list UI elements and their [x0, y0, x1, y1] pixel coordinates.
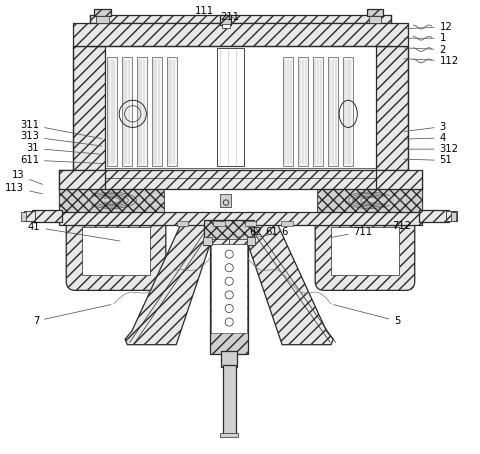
Bar: [220, 433, 238, 438]
Text: 51: 51: [403, 155, 452, 165]
Bar: [204, 220, 253, 245]
Text: 112: 112: [403, 56, 458, 66]
Bar: [283, 57, 293, 166]
Bar: [203, 237, 211, 245]
Text: 62: 62: [238, 227, 262, 237]
Bar: [228, 239, 253, 244]
Bar: [317, 187, 420, 213]
Bar: [177, 221, 188, 226]
Bar: [73, 46, 105, 173]
Text: 3: 3: [403, 122, 445, 132]
Text: 61: 61: [247, 227, 277, 237]
Bar: [73, 222, 159, 281]
Bar: [105, 46, 375, 168]
Bar: [96, 16, 108, 23]
Bar: [328, 57, 337, 166]
Circle shape: [225, 291, 233, 299]
Bar: [107, 57, 117, 166]
Text: 211: 211: [219, 11, 239, 21]
Bar: [32, 210, 61, 222]
Text: 313: 313: [20, 132, 102, 146]
Bar: [163, 187, 317, 213]
Bar: [137, 57, 146, 166]
Text: 6: 6: [256, 227, 287, 237]
Bar: [21, 212, 26, 221]
Bar: [121, 57, 132, 166]
Bar: [211, 243, 247, 333]
Circle shape: [225, 264, 233, 272]
Text: 31: 31: [26, 143, 102, 154]
Bar: [330, 227, 398, 275]
Bar: [209, 243, 248, 354]
FancyBboxPatch shape: [314, 213, 414, 291]
Polygon shape: [248, 222, 333, 345]
Text: 1: 1: [403, 33, 445, 43]
Bar: [444, 211, 456, 221]
Text: 111: 111: [195, 5, 214, 15]
Text: 311: 311: [20, 120, 102, 138]
Circle shape: [225, 277, 233, 286]
Text: 2: 2: [403, 44, 445, 54]
Bar: [73, 218, 159, 225]
Bar: [375, 46, 407, 173]
Bar: [298, 57, 308, 166]
Bar: [222, 24, 229, 28]
Bar: [312, 57, 323, 166]
FancyBboxPatch shape: [66, 213, 166, 291]
Text: 113: 113: [5, 183, 42, 194]
Bar: [24, 211, 36, 221]
Bar: [213, 221, 224, 226]
Circle shape: [225, 318, 233, 326]
Bar: [24, 211, 36, 221]
Circle shape: [225, 304, 233, 312]
Circle shape: [225, 250, 233, 258]
Bar: [244, 221, 256, 226]
Text: 611: 611: [20, 155, 102, 165]
Bar: [220, 194, 231, 207]
Bar: [366, 9, 382, 16]
Bar: [60, 187, 163, 213]
Bar: [221, 351, 237, 367]
Bar: [321, 222, 407, 281]
Bar: [60, 170, 420, 188]
Bar: [281, 221, 292, 226]
Text: 711: 711: [331, 227, 372, 237]
Text: 12: 12: [403, 22, 452, 32]
Bar: [220, 15, 231, 25]
Bar: [450, 212, 455, 221]
Bar: [82, 227, 150, 275]
Bar: [216, 48, 244, 166]
Text: 312: 312: [403, 144, 458, 154]
Bar: [223, 365, 236, 435]
Polygon shape: [125, 222, 209, 345]
Bar: [204, 239, 228, 244]
Text: 712: 712: [391, 221, 410, 231]
Text: 41: 41: [28, 222, 120, 241]
Bar: [247, 237, 255, 245]
Text: 5: 5: [333, 305, 400, 326]
Bar: [94, 9, 110, 16]
Bar: [90, 15, 390, 23]
Bar: [60, 212, 420, 225]
Bar: [444, 211, 456, 221]
Bar: [343, 57, 352, 166]
Text: 7: 7: [33, 305, 111, 326]
Bar: [167, 57, 176, 166]
Bar: [368, 16, 381, 23]
Bar: [152, 57, 161, 166]
Bar: [419, 210, 448, 222]
Bar: [60, 187, 420, 213]
Bar: [73, 23, 407, 46]
Bar: [321, 218, 407, 225]
Text: 13: 13: [12, 170, 42, 184]
Text: 4: 4: [403, 133, 445, 143]
